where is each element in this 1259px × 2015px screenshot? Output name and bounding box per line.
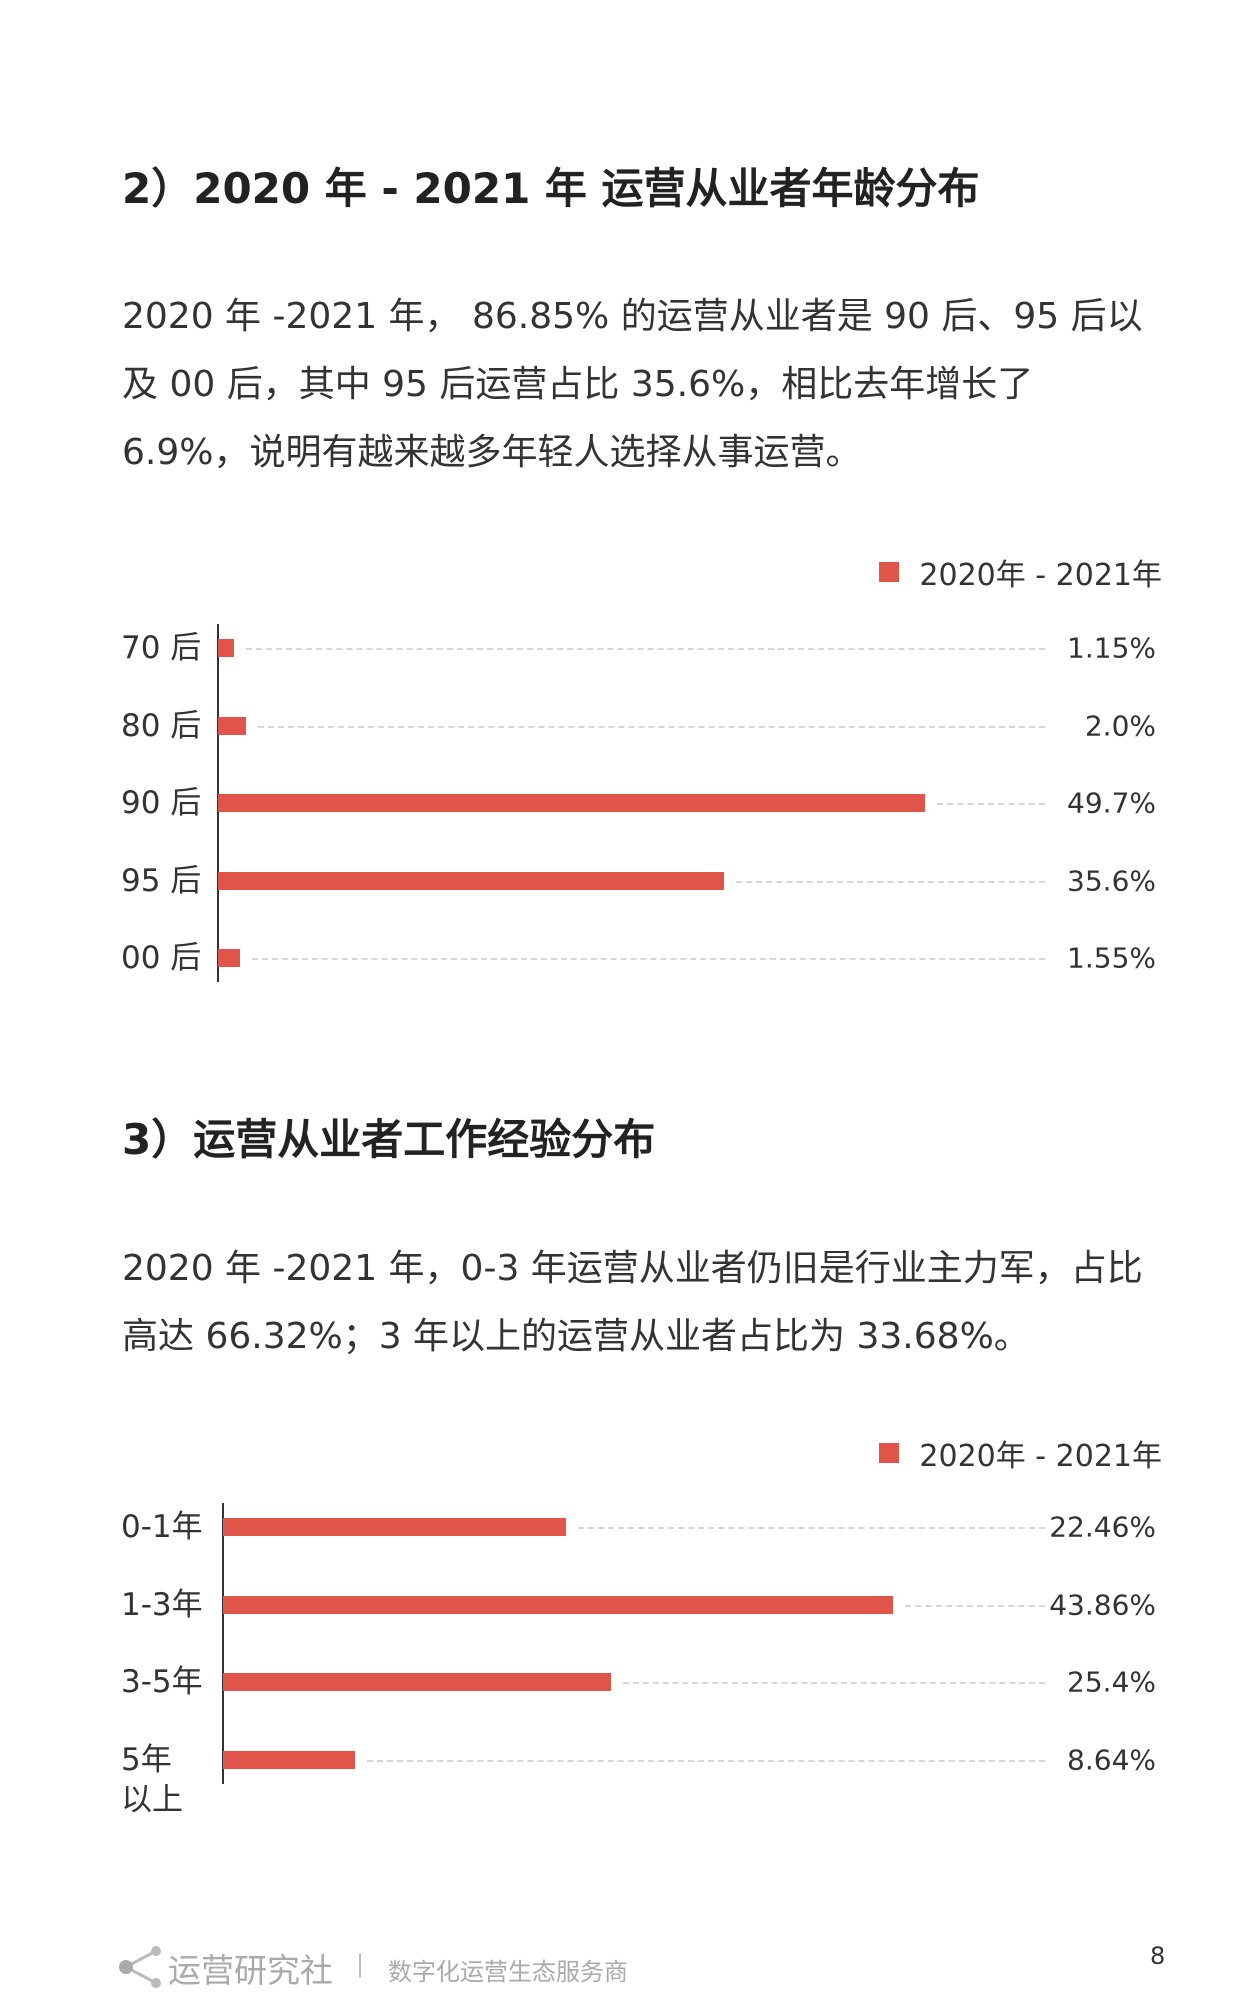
value-label: 2.0%: [1084, 709, 1156, 742]
guide-line: [578, 1527, 1045, 1529]
legend-label: 2020年 - 2021年: [919, 1439, 1162, 1474]
guide-line: [937, 803, 1045, 805]
paragraph: 2020 年 -2021 年，0-3 年运营从业者仍旧是行业主力军，占比高达 6…: [122, 1248, 1143, 1357]
bar: [218, 716, 247, 735]
guide-line: [366, 1759, 1045, 1762]
legend-label: 2020年 - 2021年: [919, 558, 1162, 593]
separator: |: [356, 1950, 365, 1978]
value-label: 43.86%: [1049, 1588, 1156, 1621]
bar: [223, 1750, 355, 1769]
guide-line: [258, 725, 1045, 728]
guide-line: [252, 958, 1045, 960]
page-number: 8: [1150, 1942, 1166, 1970]
value-label: 1.55%: [1067, 941, 1156, 975]
heading: 3）运营从业者工作经验分布: [122, 1115, 656, 1164]
legend: 2020年 - 2021年: [879, 1431, 1162, 1475]
bar: [218, 871, 725, 890]
legend-swatch: [879, 1443, 900, 1463]
bar: [223, 1673, 611, 1691]
value-label: 1.15%: [1067, 631, 1156, 665]
value-label: 22.46%: [1049, 1510, 1156, 1544]
axis-line: [222, 1503, 224, 1784]
guide-line: [246, 648, 1045, 650]
guide-line: [736, 880, 1045, 883]
category-label: 5年 以上: [121, 1741, 183, 1818]
brand: 运营研究社: [168, 1951, 333, 1990]
category-label: 00 后: [121, 940, 202, 976]
category-label: 70 后: [121, 630, 202, 666]
heading: 2）2020 年 - 2021 年 运营从业者年龄分布: [122, 164, 980, 213]
category-label: 95 后: [121, 862, 202, 899]
value-label: 25.4%: [1067, 1665, 1156, 1699]
bar: [223, 1595, 893, 1614]
slogan: 数字化运营生态服务商: [388, 1958, 628, 1986]
category-label: 80 后: [121, 707, 202, 744]
category-label: 3-5年: [121, 1664, 203, 1700]
category-label: 0-1年: [121, 1509, 203, 1545]
paragraph: 2020 年 -2021 年， 86.85% 的运营从业者是 90 后、95 后…: [122, 296, 1143, 473]
value-label: 49.7%: [1067, 786, 1156, 820]
guide-line: [623, 1682, 1045, 1684]
guide-line: [905, 1604, 1045, 1607]
legend-swatch: [879, 562, 900, 582]
value-label: 35.6%: [1067, 864, 1156, 897]
bar: [218, 639, 235, 657]
category-label: 1-3年: [121, 1586, 203, 1623]
bar: [218, 949, 241, 967]
brand-icon: [119, 1946, 161, 1988]
value-label: 8.64%: [1067, 1743, 1156, 1776]
bar: [223, 1518, 567, 1536]
bar: [218, 794, 925, 812]
legend: 2020年 - 2021年: [879, 550, 1162, 594]
category-label: 90 后: [121, 785, 202, 821]
